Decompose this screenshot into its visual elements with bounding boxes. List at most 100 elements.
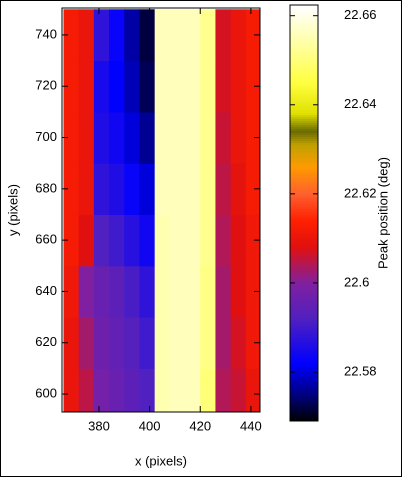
- heatmap-cell: [154, 163, 171, 215]
- heatmap-cell: [93, 163, 110, 215]
- heatmap-cell: [78, 60, 95, 113]
- colorbar-strip: [290, 15, 318, 18]
- colorbar-strip: [290, 313, 318, 316]
- colorbar-strip: [290, 243, 318, 246]
- colorbar-strip: [290, 207, 318, 210]
- colorbar-strip: [290, 119, 318, 122]
- heatmap-cell: [93, 111, 110, 164]
- colorbar-strip: [290, 17, 318, 20]
- colorbar-strip: [290, 185, 318, 188]
- colorbar-strip: [290, 381, 318, 384]
- colorbar-strip: [290, 303, 318, 306]
- heatmap-cell: [200, 163, 216, 215]
- colorbar-strip: [290, 109, 318, 112]
- colorbar-strip: [290, 63, 318, 66]
- colorbar-strip: [290, 179, 318, 182]
- colorbar-strip: [290, 219, 318, 222]
- colorbar-strip: [290, 69, 318, 72]
- colorbar: [290, 5, 318, 422]
- colorbar-strip: [290, 249, 318, 252]
- y-tick-label: 720: [35, 78, 57, 93]
- colorbar-strip: [290, 129, 318, 132]
- heatmap-cell: [78, 163, 95, 215]
- colorbar-strip: [290, 91, 318, 94]
- colorbar-tick-label: 22.58: [344, 363, 377, 378]
- heatmap-cell: [154, 111, 171, 164]
- colorbar-strip: [290, 325, 318, 328]
- colorbar-strip: [290, 85, 318, 88]
- colorbar-strip: [290, 265, 318, 268]
- colorbar-strip: [290, 163, 318, 166]
- colorbar-strip: [290, 361, 318, 364]
- colorbar-strip: [290, 405, 318, 408]
- colorbar-strip: [290, 245, 318, 248]
- colorbar-strip: [290, 353, 318, 356]
- colorbar-strip: [290, 387, 318, 390]
- heatmap-cell: [185, 60, 201, 113]
- colorbar-strip: [290, 177, 318, 180]
- colorbar-strip: [290, 161, 318, 164]
- y-axis-label: y (pixels): [5, 184, 20, 236]
- heatmap-cell: [169, 317, 186, 369]
- heatmap-cell: [109, 163, 125, 215]
- colorbar-strip: [290, 113, 318, 116]
- heatmap-cell: [109, 368, 125, 412]
- colorbar-strip: [290, 121, 318, 124]
- colorbar-strip: [290, 191, 318, 194]
- colorbar-strip: [290, 55, 318, 58]
- heatmap-cell: [139, 9, 156, 62]
- colorbar-strip: [290, 221, 318, 224]
- colorbar-tick-label: 22.64: [344, 96, 377, 111]
- y-tick-label: 600: [35, 385, 57, 400]
- heatmap-cell: [154, 60, 171, 113]
- colorbar-strip: [290, 305, 318, 308]
- colorbar-strip: [290, 377, 318, 380]
- heatmap-cell: [215, 368, 232, 412]
- heatmap-cell: [154, 214, 171, 267]
- heatmap-cell: [63, 368, 80, 412]
- heatmap-cell: [93, 265, 110, 318]
- colorbar-strip: [290, 143, 318, 146]
- heatmap-cell: [109, 111, 125, 164]
- heatmap-cell: [124, 60, 140, 113]
- colorbar-strip: [290, 307, 318, 310]
- colorbar-strip: [290, 391, 318, 394]
- colorbar-strip: [290, 57, 318, 60]
- heatmap-cell: [139, 214, 156, 267]
- heatmap-cell: [78, 368, 95, 412]
- colorbar-strip: [290, 395, 318, 398]
- heatmap-cell: [78, 111, 95, 164]
- heatmap-cell: [109, 60, 125, 113]
- colorbar-strip: [290, 375, 318, 378]
- heatmap-cell: [185, 214, 201, 267]
- colorbar-strip: [290, 133, 318, 136]
- y-tick-label: 620: [35, 334, 57, 349]
- heatmap-cell: [230, 368, 247, 412]
- heatmap-cell: [93, 214, 110, 267]
- heatmap-cell: [109, 9, 125, 62]
- heatmap-cell: [245, 60, 260, 113]
- heatmap-cell: [230, 9, 247, 62]
- colorbar-strip: [290, 11, 318, 14]
- colorbar-strip: [290, 39, 318, 42]
- colorbar-strip: [290, 339, 318, 342]
- colorbar-strip: [290, 231, 318, 234]
- heatmap-cell: [109, 265, 125, 318]
- colorbar-strip: [290, 411, 318, 414]
- colorbar-strip: [290, 333, 318, 336]
- colorbar-strip: [290, 235, 318, 238]
- colorbar-strip: [290, 155, 318, 158]
- heatmap-cell: [109, 317, 125, 369]
- colorbar-strip: [290, 369, 318, 372]
- colorbar-strip: [290, 115, 318, 118]
- colorbar-strip: [290, 321, 318, 324]
- colorbar-strip: [290, 347, 318, 350]
- colorbar-strip: [290, 103, 318, 106]
- colorbar-strip: [290, 229, 318, 232]
- x-tick-label: 420: [189, 418, 211, 433]
- y-tick-label: 740: [35, 26, 57, 41]
- heatmap-cell: [185, 9, 201, 62]
- colorbar-strip: [290, 97, 318, 100]
- heatmap-cell: [185, 163, 201, 215]
- heatmap-cell: [78, 317, 95, 369]
